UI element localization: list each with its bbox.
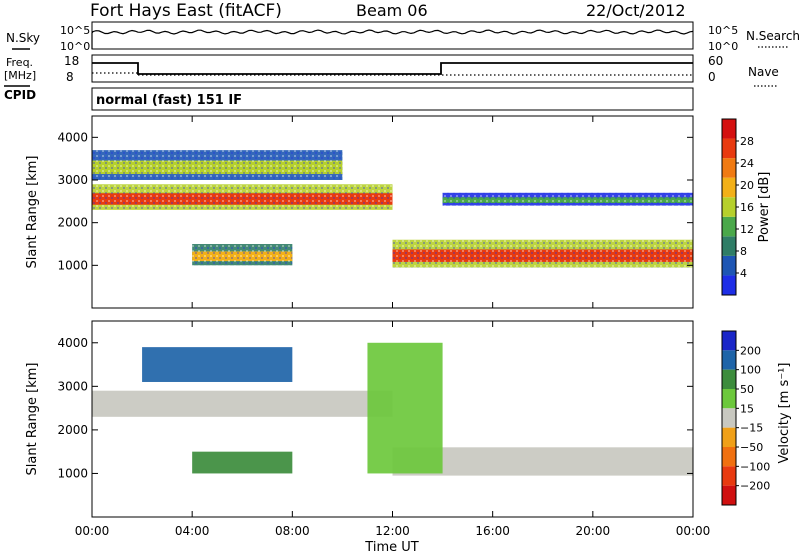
nsearch-label: N.Search: [746, 29, 800, 43]
freq-tick-low: 8: [66, 70, 74, 84]
power-colorbar-segment: [722, 177, 736, 198]
power-colorbar-tick-label: 8: [740, 245, 747, 258]
nave-tick-low: 0: [708, 70, 716, 84]
x-tick-label: 20:00: [576, 524, 611, 538]
velocity-colorbar-tick-label: 50: [740, 383, 754, 396]
x-axis-label: Time UT: [364, 540, 418, 554]
noise-tick-low-right: 10^0: [708, 40, 738, 53]
power-y-tick-label: 2000: [57, 216, 88, 230]
velocity-colorbar-segment: [722, 350, 736, 370]
velocity-colorbar-tick-label: −15: [740, 422, 763, 435]
velocity-colorbar-frame: [721, 330, 737, 506]
power-colorbar-label: Power [dB]: [757, 172, 772, 243]
velocity-colorbar-tick-label: −100: [740, 460, 770, 473]
cpid-frame: [91, 87, 694, 111]
power-plot-frame: [91, 115, 694, 309]
noise-tick-high-left: 10^5: [60, 24, 90, 37]
x-tick-label: 16:00: [475, 524, 510, 538]
freq-unit-label: [MHz]: [4, 69, 36, 82]
cpid-label: CPID: [4, 88, 36, 102]
x-tick-label: 00:00: [75, 524, 110, 538]
power-echo-band-texture: [92, 150, 343, 180]
noise-tick-high-right: 10^5: [708, 24, 738, 37]
velocity-echo-layer: [92, 342, 693, 476]
noise-strip-frame: [91, 21, 694, 50]
power-colorbar-segment: [722, 255, 736, 276]
x-tick-label: 04:00: [175, 524, 210, 538]
velocity-colorbar-segment: [722, 466, 736, 486]
power-echo-layer: [92, 150, 693, 268]
power-colorbar-segment: [722, 138, 736, 159]
noise-trace: [91, 29, 694, 49]
cpid-text: normal (fast) 151 IF: [96, 93, 242, 108]
velocity-y-tick-label: 2000: [57, 423, 88, 437]
freq-label: Freq.: [6, 56, 33, 69]
x-tick-label: 12:00: [375, 524, 410, 538]
x-tick-label: 00:00: [676, 524, 711, 538]
velocity-echo-band: [142, 347, 293, 382]
power-colorbar-tick-label: 20: [740, 179, 754, 192]
velocity-colorbar-segment: [722, 447, 736, 467]
power-colorbar-tick-label: 16: [740, 201, 754, 214]
velocity-colorbar-tick-label: 200: [740, 344, 761, 357]
velocity-colorbar-segment: [722, 369, 736, 389]
power-colorbar-tick-label: 12: [740, 223, 754, 236]
power-echo-band-texture: [392, 239, 693, 268]
power-colorbar-segment: [722, 216, 736, 237]
noise-tick-low-left: 10^0: [60, 40, 90, 53]
nave-label: Nave: [748, 65, 779, 79]
x-tick-label: 08:00: [275, 524, 310, 538]
power-colorbar-tick-label: 28: [740, 135, 754, 148]
nave-tick-high: 60: [708, 54, 723, 68]
freq-trace: [92, 62, 693, 75]
power-y-tick-label: 3000: [57, 173, 88, 187]
velocity-echo-band: [367, 342, 443, 474]
velocity-y-tick-label: 4000: [57, 336, 88, 350]
power-y-tick-label: 1000: [57, 258, 88, 272]
power-colorbar-segment: [722, 197, 736, 217]
nave-trace: [92, 72, 693, 76]
velocity-y-tick-label: 3000: [57, 379, 88, 393]
power-y-tick-label: 4000: [57, 130, 88, 144]
velocity-colorbar-tick-label: 15: [740, 402, 754, 415]
velocity-colorbar-segment: [722, 427, 736, 447]
velocity-y-axis-label: Slant Range [km]: [25, 363, 40, 476]
freq-strip-frame: [91, 54, 694, 83]
velocity-colorbar-label: Velocity [m s⁻¹]: [777, 363, 792, 464]
date-label: 22/Oct/2012: [586, 1, 686, 20]
power-colorbar-segment: [722, 119, 736, 139]
power-colorbar-segment: [722, 275, 736, 295]
power-colorbar-tick-label: 24: [740, 157, 754, 170]
freq-tick-high: 18: [64, 54, 79, 68]
station-title: Fort Hays East (fitACF): [90, 1, 282, 21]
power-y-axis-label: Slant Range [km]: [25, 156, 40, 269]
velocity-echo-band: [192, 451, 293, 474]
power-colorbar-segment: [722, 236, 736, 256]
velocity-colorbar-tick-label: −200: [740, 480, 770, 493]
power-colorbar-segment: [722, 158, 736, 178]
velocity-colorbar-tick-label: −50: [740, 441, 763, 454]
velocity-colorbar-segment: [722, 389, 736, 409]
beam-label: Beam 06: [356, 1, 428, 20]
power-colorbar-tick-label: 4: [740, 267, 747, 280]
power-echo-band-texture: [92, 184, 393, 210]
velocity-colorbar-tick-label: 100: [740, 364, 761, 377]
velocity-colorbar-segment: [722, 331, 736, 351]
nsky-label: N.Sky: [6, 31, 40, 45]
power-echo-band-texture: [442, 192, 693, 206]
velocity-y-tick-label: 1000: [57, 466, 88, 480]
velocity-echo-band: [92, 390, 393, 417]
power-echo-band-texture: [192, 244, 293, 266]
velocity-colorbar-segment: [722, 485, 736, 505]
velocity-colorbar-segment: [722, 408, 736, 428]
